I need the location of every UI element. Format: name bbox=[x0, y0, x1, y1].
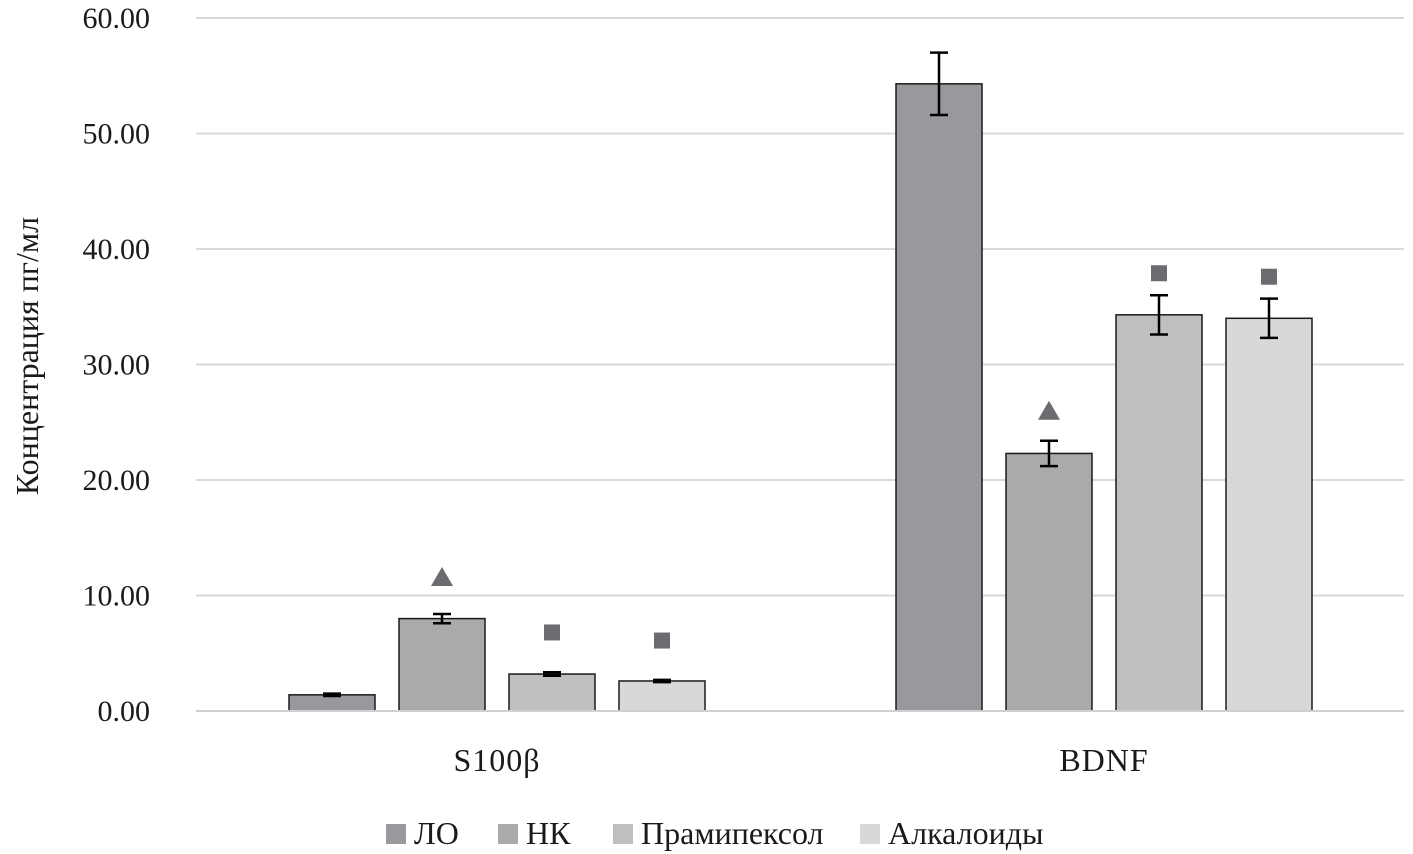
legend-label: НК bbox=[526, 815, 571, 851]
x-tick-label: S100β bbox=[453, 742, 540, 778]
bar bbox=[1225, 317, 1313, 712]
error-bars bbox=[323, 51, 1278, 698]
legend-swatch bbox=[613, 824, 633, 844]
y-tick-label: 0.00 bbox=[98, 695, 151, 728]
square-marker bbox=[1261, 268, 1277, 285]
square-marker bbox=[1151, 265, 1167, 282]
bar bbox=[895, 83, 983, 712]
gridlines bbox=[196, 17, 1404, 597]
y-axis-ticks: 0.00 10.00 20.00 30.00 40.00 50.00 60.00 bbox=[83, 2, 151, 728]
triangle-marker bbox=[431, 567, 453, 587]
legend-swatch bbox=[860, 824, 880, 844]
bar bbox=[618, 680, 706, 712]
y-tick-label: 10.00 bbox=[83, 580, 151, 613]
significance-markers bbox=[431, 265, 1277, 649]
bars bbox=[288, 83, 1313, 712]
bar bbox=[508, 673, 596, 712]
y-axis-label: Концентрация пг/мл bbox=[9, 217, 45, 495]
category-labels: S100β BDNF bbox=[453, 742, 1148, 778]
legend: ЛО НК Прамипексол Алкалоиды bbox=[386, 815, 1044, 851]
legend-label: Алкалоиды bbox=[888, 815, 1044, 851]
square-marker bbox=[654, 632, 670, 649]
y-tick-label: 40.00 bbox=[83, 233, 151, 266]
legend-label: ЛО bbox=[414, 815, 459, 851]
legend-swatch bbox=[498, 824, 518, 844]
y-tick-label: 50.00 bbox=[83, 118, 151, 151]
y-tick-label: 60.00 bbox=[83, 2, 151, 35]
y-tick-label: 30.00 bbox=[83, 349, 151, 382]
legend-label: Прамипексол bbox=[641, 815, 824, 851]
bar bbox=[1005, 452, 1093, 712]
y-tick-label: 20.00 bbox=[83, 464, 151, 497]
bar bbox=[1115, 314, 1203, 712]
legend-swatch bbox=[386, 824, 406, 844]
square-marker bbox=[544, 624, 560, 641]
x-tick-label: BDNF bbox=[1059, 742, 1148, 778]
bar bbox=[398, 617, 486, 712]
bar bbox=[288, 694, 376, 712]
triangle-marker bbox=[1038, 400, 1060, 420]
